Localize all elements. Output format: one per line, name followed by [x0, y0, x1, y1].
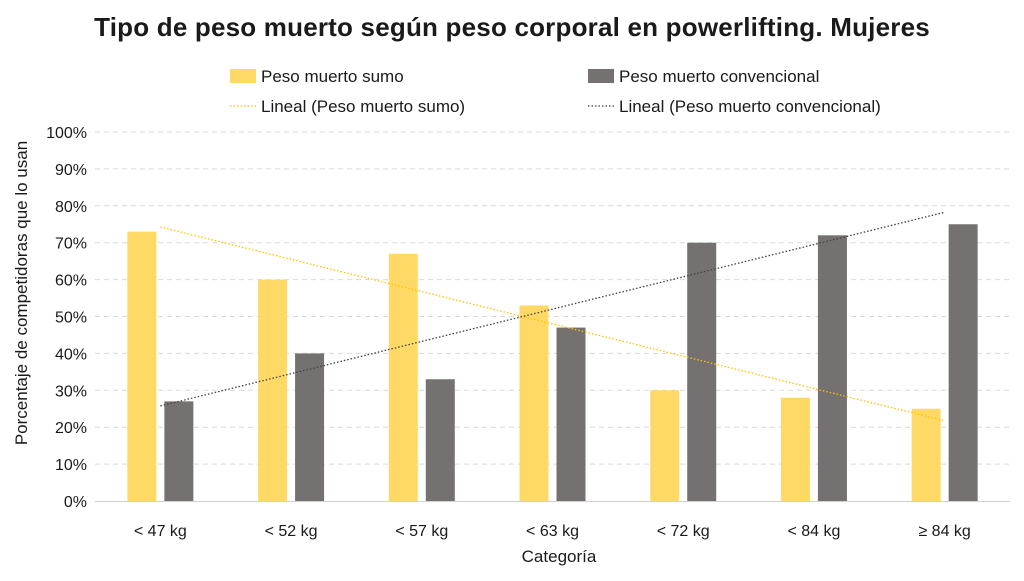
bars — [127, 224, 978, 501]
x-tick-label: ≥ 84 kg — [918, 523, 970, 540]
y-tick-label: 0% — [64, 494, 87, 511]
legend-label-sumo: Peso muerto sumo — [261, 67, 404, 86]
y-tick-label: 10% — [55, 457, 87, 474]
bar-convencional — [425, 379, 455, 501]
bar-sumo — [258, 279, 288, 501]
x-tick-label: < 52 kg — [265, 523, 318, 540]
x-axis-title: Categoría — [522, 547, 597, 566]
bar-convencional — [295, 353, 325, 501]
trendlines — [160, 211, 945, 422]
legend: Peso muerto sumo Peso muerto convenciona… — [230, 67, 881, 116]
x-tick-label: < 47 kg — [134, 523, 187, 540]
trendline-convencional — [160, 211, 945, 407]
y-tick-label: 80% — [55, 199, 87, 216]
y-tick-label: 70% — [55, 236, 87, 253]
y-axis-ticks: 0% 10% 20% 30% 40% 50% 60% 70% 80% 90% 100% — [46, 125, 87, 511]
y-tick-label: 50% — [55, 310, 87, 327]
x-tick-label: < 72 kg — [657, 523, 710, 540]
y-tick-label: 40% — [55, 346, 87, 363]
x-tick-label: < 63 kg — [526, 523, 579, 540]
y-tick-label: 30% — [55, 383, 87, 400]
bar-convencional — [948, 224, 978, 501]
bar-sumo — [650, 390, 680, 501]
y-tick-label: 100% — [46, 125, 87, 142]
bar-convencional — [164, 401, 194, 501]
bar-sumo — [127, 231, 157, 501]
bar-convencional — [556, 327, 586, 501]
legend-label-trend-sumo: Lineal (Peso muerto sumo) — [261, 97, 465, 116]
y-tick-label: 20% — [55, 420, 87, 437]
bar-sumo — [911, 408, 941, 501]
chart-title: Tipo de peso muerto según peso corporal … — [94, 12, 930, 42]
gridlines — [95, 131, 1010, 465]
legend-label-convencional: Peso muerto convencional — [619, 67, 819, 86]
bar-convencional — [687, 242, 717, 501]
bar-sumo — [780, 397, 810, 501]
trendline-sumo — [160, 226, 945, 422]
y-tick-label: 90% — [55, 162, 87, 179]
legend-label-trend-convencional: Lineal (Peso muerto convencional) — [619, 97, 881, 116]
bar-sumo — [519, 305, 549, 501]
x-axis-ticks: < 47 kg < 52 kg < 57 kg < 63 kg < 72 kg < 84 … — [134, 523, 971, 540]
x-tick-label: < 57 kg — [395, 523, 448, 540]
bar-sumo — [388, 253, 418, 501]
legend-swatch-sumo — [230, 69, 256, 83]
x-tick-label: < 84 kg — [787, 523, 840, 540]
y-axis-title: Porcentaje de competidoras que lo usan — [12, 141, 31, 445]
legend-swatch-convencional — [588, 69, 614, 83]
y-tick-label: 60% — [55, 273, 87, 290]
bar-convencional — [817, 235, 847, 501]
